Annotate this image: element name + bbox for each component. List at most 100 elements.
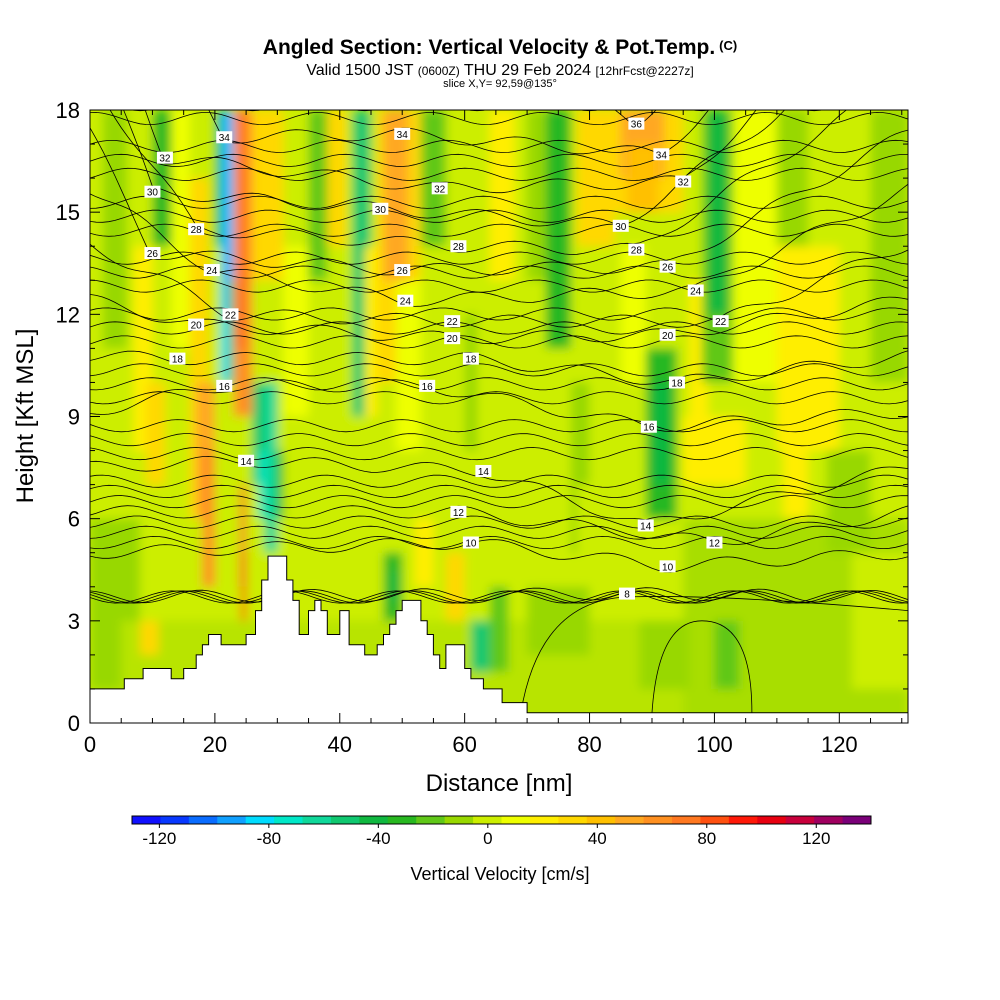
theta-contour-line [90,495,908,509]
velocity-region [445,552,465,621]
theta-contour-line [90,195,908,209]
contour-label-text: 32 [678,178,690,189]
theta-contour-line [90,379,908,432]
velocity-region [826,450,871,553]
colorbar-tick-label: 120 [802,829,830,848]
colorbar-swatch [188,816,218,824]
colorbar-swatch [643,816,673,824]
colorbar-swatch [359,816,389,824]
x-axis: 0 20 40 60 80 100 120 [84,110,903,757]
contour-label: 14 [637,519,654,532]
velocity-region [870,110,908,383]
theta-contour-line [90,484,908,499]
contour-label-bg [394,127,411,140]
y-tick-label: 9 [68,405,80,430]
theta-contour-line [90,279,908,293]
velocity-region [708,110,727,315]
velocity-region [239,484,247,587]
velocity-region [224,110,231,315]
velocity-region [277,450,284,519]
contour-label-text: 12 [453,508,465,519]
contour-label-text: 18 [465,355,477,366]
contour-label: 18 [668,376,685,389]
contour-label-bg [431,182,448,195]
colorbar-swatch [245,816,275,824]
contour-label-bg [144,185,161,198]
theta-contour-line [90,127,908,276]
theta-contour-line [90,350,908,385]
contour-label: 16 [640,420,657,434]
contour-label-bg [444,332,461,345]
velocity-region [783,416,809,519]
contour-label: 22 [444,315,461,328]
contour-label-bg [397,294,414,307]
contour-label: 16 [216,379,233,393]
theta-contours [90,1,908,713]
contour-label-text: 26 [147,249,159,260]
velocity-region [714,620,740,689]
velocity-region [620,246,646,383]
velocity-region [102,110,128,349]
contour-label: 16 [419,379,436,393]
velocity-region [308,110,328,281]
contour-label-text: 28 [453,242,465,253]
contour-label-text: 34 [656,150,668,161]
contour-label-text: 30 [147,188,159,199]
colorbar-tick-label: 40 [588,829,607,848]
contour-label: 34 [216,131,233,144]
contour-label: 26 [394,264,411,277]
y-tick-label: 18 [56,98,80,123]
contour-label: 18 [462,352,479,366]
colorbar-swatch [728,816,758,824]
theta-contour-line [90,167,908,181]
valid-utc: (0600Z) [417,64,460,78]
y-tick-label: 0 [68,711,80,736]
contour-label-text: 18 [172,355,184,366]
colorbar-swatch [615,816,645,824]
contour-label: 32 [156,151,173,165]
colorbar-swatch [785,816,815,824]
plot-area: 8 10 10 12 12 14 14 14 16 16 16 18 18 18 20 20 20 22 22 22 2… [89,1,909,724]
contour-label-bg [462,536,479,549]
velocity-region [146,382,165,485]
contour-label-text: 18 [671,378,683,389]
velocity-region [264,382,278,553]
contour-label-text: 32 [434,184,446,195]
chart-title-text: Angled Section: Vertical Velocity & Pot.… [262,36,716,59]
contour-label: 34 [653,148,670,161]
contour-label: 30 [612,219,629,233]
contour-label-bg [450,505,467,518]
theta-contour-line [90,1,908,13]
contour-label-text: 14 [478,467,490,478]
contour-label-text: 24 [400,297,412,308]
colorbar-swatch [387,816,417,824]
contour-label: 24 [397,294,414,308]
contour-label-text: 22 [225,310,237,321]
x-tick-label: 80 [577,732,601,757]
theta-contour-line [90,111,908,126]
contour-label: 30 [372,202,389,216]
velocity-region [733,110,777,383]
colorbar-tick-label: -80 [257,829,282,848]
contour-label-bg [203,264,220,277]
contour-label-bg [462,352,479,365]
colorbar-swatch [416,816,446,824]
contour-label: 12 [450,505,467,519]
theta-contour-line [90,538,908,573]
contour-label: 10 [462,536,479,550]
contour-label: 24 [203,264,220,277]
y-tick-label: 15 [56,200,80,225]
colorbar-swatch [444,816,474,824]
theta-contour-line [90,43,908,55]
x-tick-label: 0 [84,732,96,757]
velocity-region [90,620,122,689]
chart-title-unit: (C) [719,38,738,53]
colorbar-frame [131,815,872,825]
theta-contour-line [90,474,908,488]
contour-label-text: 28 [631,246,643,257]
contour-label-text: 14 [241,457,253,468]
velocity-region [227,280,237,383]
contour-label-bg [475,464,492,477]
contour-label-bg [238,454,255,467]
